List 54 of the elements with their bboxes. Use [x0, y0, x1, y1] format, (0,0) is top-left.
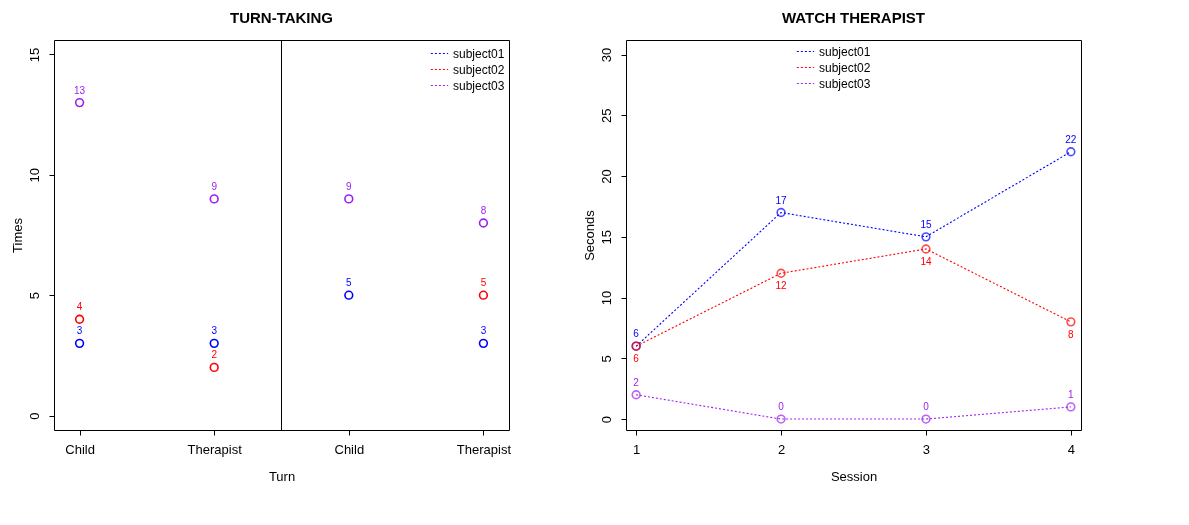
x-axis-title: Turn — [268, 468, 296, 484]
y-tick-label: 0 — [26, 412, 42, 420]
y-tick-label: 15 — [26, 47, 42, 63]
data-label: 6 — [633, 328, 640, 340]
data-label: 3 — [76, 325, 83, 337]
legend-label: subject01 — [819, 44, 871, 59]
x-tick-label: 4 — [1067, 441, 1075, 457]
x-tick-label: 3 — [922, 441, 931, 457]
data-label: 0 — [923, 401, 930, 413]
chart-title: TURN-TAKING — [229, 8, 334, 26]
x-axis-title: Session — [830, 468, 878, 484]
legend-label: subject01 — [453, 46, 505, 61]
y-tick-label: 10 — [26, 168, 42, 183]
data-label: 9 — [346, 180, 353, 192]
y-tick-label: 5 — [598, 355, 614, 363]
legend-label: subject02 — [819, 60, 871, 75]
data-label: 5 — [346, 277, 353, 289]
legend-label: subject03 — [819, 76, 871, 91]
data-label: 8 — [1068, 328, 1075, 340]
legend-label: subject02 — [453, 62, 505, 77]
data-label: 4 — [76, 301, 83, 313]
data-label: 3 — [480, 325, 487, 337]
data-label: 8 — [480, 204, 487, 216]
legend-label: subject03 — [453, 78, 505, 93]
y-tick-label: 30 — [598, 47, 614, 63]
data-label: 3 — [211, 325, 218, 337]
data-label: 6 — [633, 353, 640, 365]
data-label: 1 — [1068, 388, 1075, 400]
x-tick-label: Therapist — [187, 441, 243, 457]
x-tick-label: Child — [65, 441, 95, 457]
y-tick-label: 15 — [598, 230, 614, 245]
y-axis-title: Times — [9, 217, 25, 253]
y-axis-title: Seconds — [581, 209, 597, 261]
data-label: 14 — [920, 255, 932, 267]
data-label: 17 — [775, 194, 788, 206]
y-tick-label: 5 — [26, 292, 42, 300]
chart-title: WATCH THERAPIST — [781, 9, 926, 26]
y-tick-label: 25 — [598, 108, 614, 124]
x-tick-label: Child — [334, 441, 365, 457]
y-tick-label: 10 — [598, 290, 614, 306]
data-label: 9 — [211, 180, 218, 192]
data-label: 15 — [920, 218, 932, 230]
data-label: 5 — [480, 277, 487, 289]
data-label: 0 — [778, 401, 785, 413]
data-label: 2 — [211, 349, 218, 361]
x-tick-label: 2 — [777, 441, 786, 457]
data-label: 2 — [633, 376, 640, 388]
y-tick-label: 20 — [598, 169, 614, 184]
y-tick-label: 0 — [598, 415, 614, 424]
data-label: 22 — [1065, 133, 1077, 145]
x-tick-label: 1 — [633, 441, 641, 457]
data-label: 12 — [775, 280, 788, 292]
x-tick-label: Therapist — [456, 441, 512, 457]
data-label: 13 — [74, 84, 86, 96]
